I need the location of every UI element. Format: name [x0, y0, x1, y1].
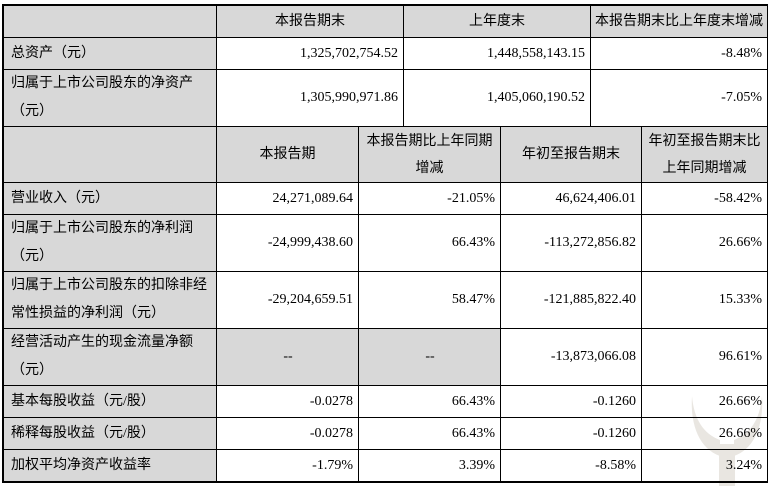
cell-value: 26.66% — [641, 214, 768, 272]
cell-value: 46,624,406.01 — [500, 182, 642, 215]
cell-value: -8.48% — [590, 37, 768, 70]
header-row: 本报告期末 上年度末 本报告期末比上年度末增减 — [3, 5, 768, 38]
cell-value: -58.42% — [641, 182, 768, 215]
row-label: 基本每股收益（元/股） — [3, 385, 217, 418]
row-label: 经营活动产生的现金流量净额（元） — [3, 328, 217, 386]
column-header: 本报告期 — [216, 126, 359, 183]
cell-value: -0.1260 — [500, 417, 642, 450]
table-row: 归属于上市公司股东的净利润（元） -24,999,438.60 66.43% -113… — [3, 214, 768, 272]
row-label: 加权平均净资产收益率 — [3, 449, 217, 482]
cell-value: -8.58% — [500, 449, 642, 482]
table-row: 加权平均净资产收益率 -1.79% 3.39% -8.58% 3.24% — [3, 449, 768, 482]
corner-cell — [3, 126, 217, 183]
cell-value: 26.66% — [641, 385, 768, 418]
row-label: 营业收入（元） — [3, 182, 217, 215]
column-header: 上年度末 — [403, 5, 591, 38]
balance-sheet-section: 本报告期末 上年度末 本报告期末比上年度末增减 总资产（元） 1,325,702,754… — [3, 5, 768, 127]
row-label: 稀释每股收益（元/股） — [3, 417, 217, 450]
cell-value: -0.0278 — [216, 417, 359, 450]
cell-value: -1.79% — [216, 449, 359, 482]
cell-value: -0.0278 — [216, 385, 359, 418]
cell-value: 1,305,990,971.86 — [216, 69, 404, 127]
cell-value: 58.47% — [358, 271, 501, 329]
corner-cell — [3, 5, 217, 38]
table-row: 归属于上市公司股东的扣除非经常性损益的净利润（元） -29,204,659.51 5… — [3, 271, 768, 329]
column-header: 年初至报告期末 — [500, 126, 642, 183]
cell-value: 26.66% — [641, 417, 768, 450]
cell-value: -113,272,856.82 — [500, 214, 642, 272]
table-row: 稀释每股收益（元/股） -0.0278 66.43% -0.1260 26.66% — [3, 417, 768, 450]
cell-value: 96.61% — [641, 328, 768, 386]
column-header: 本报告期末 — [216, 5, 404, 38]
row-label: 归属于上市公司股东的扣除非经常性损益的净利润（元） — [3, 271, 217, 329]
row-label: 归属于上市公司股东的净利润（元） — [3, 214, 217, 272]
table-row: 总资产（元） 1,325,702,754.52 1,448,558,143.15 -8… — [3, 37, 768, 70]
cell-value: 24,271,089.64 — [216, 182, 359, 215]
cell-value: -- — [358, 328, 501, 386]
cell-value: -0.1260 — [500, 385, 642, 418]
cell-value: 1,405,060,190.52 — [403, 69, 591, 127]
cell-value: 66.43% — [358, 214, 501, 272]
cell-value: 3.24% — [641, 449, 768, 482]
key-figures-table: 本报告期末 上年度末 本报告期末比上年度末增减 总资产（元） 1,325,702,754… — [2, 4, 768, 483]
cell-value: -21.05% — [358, 182, 501, 215]
row-label: 归属于上市公司股东的净资产（元） — [3, 69, 217, 127]
table-row: 归属于上市公司股东的净资产（元） 1,305,990,971.86 1,405,06… — [3, 69, 768, 127]
column-header: 本报告期末比上年度末增减 — [590, 5, 768, 38]
column-header: 本报告期比上年同期增减 — [358, 126, 501, 183]
cell-value: -13,873,066.08 — [500, 328, 642, 386]
cell-value: 66.43% — [358, 417, 501, 450]
column-header: 年初至报告期末比上年同期增减 — [641, 126, 768, 183]
cell-value: -29,204,659.51 — [216, 271, 359, 329]
cell-value: -- — [216, 328, 359, 386]
cell-value: 15.33% — [641, 271, 768, 329]
cell-value: 1,448,558,143.15 — [403, 37, 591, 70]
income-statement-section: 本报告期 本报告期比上年同期增减 年初至报告期末 年初至报告期末比上年同期增减 营业收入… — [3, 126, 768, 482]
table-row: 经营活动产生的现金流量净额（元） -- -- -13,873,066.08 96.61% — [3, 328, 768, 386]
cell-value: -7.05% — [590, 69, 768, 127]
header-row: 本报告期 本报告期比上年同期增减 年初至报告期末 年初至报告期末比上年同期增减 — [3, 126, 768, 183]
cell-value: -24,999,438.60 — [216, 214, 359, 272]
row-label: 总资产（元） — [3, 37, 217, 70]
table-row: 基本每股收益（元/股） -0.0278 66.43% -0.1260 26.66% — [3, 385, 768, 418]
cell-value: -121,885,822.40 — [500, 271, 642, 329]
cell-value: 1,325,702,754.52 — [216, 37, 404, 70]
cell-value: 3.39% — [358, 449, 501, 482]
table-row: 营业收入（元） 24,271,089.64 -21.05% 46,624,406.01… — [3, 182, 768, 215]
cell-value: 66.43% — [358, 385, 501, 418]
